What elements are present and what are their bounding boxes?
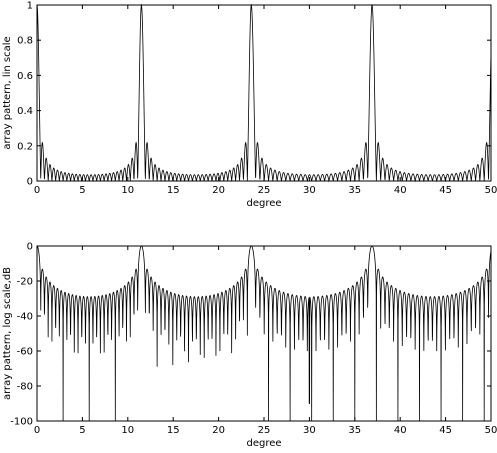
x-tick-label: 0 [34,185,40,196]
y-tick-label: -40 [17,312,33,323]
x-tick-label: 50 [485,185,497,196]
y-tick-label: 0.4 [17,106,33,117]
x-tick-label: 20 [212,425,225,436]
x-tick-label: 45 [439,425,452,436]
y-tick-label: 0 [27,177,33,188]
y-axis-label: array pattern, lin scale [2,36,13,149]
y-tick-label: 0.2 [17,141,33,152]
x-tick-label: 5 [79,185,85,196]
series-line [36,245,492,422]
x-tick-label: 35 [348,185,361,196]
x-tick-label: 50 [485,425,497,436]
series-line [36,3,492,183]
x-tick-label: 20 [212,185,225,196]
y-tick-label: -20 [17,277,33,288]
y-tick-label: -60 [17,347,33,358]
x-tick-label: 45 [439,185,452,196]
chart-2: 0 5 10 15 20 25 30 35 40 45 50 -100 -80 -60 -40 -20 0 deg… [2,242,497,450]
x-tick-label: 5 [79,425,85,436]
x-tick-label: 10 [121,185,134,196]
x-tick-label: 15 [167,185,180,196]
x-tick-label: 0 [34,425,40,436]
x-tick-label: 40 [394,185,407,196]
x-tick-label: 40 [394,425,407,436]
x-axis-label: degree [246,438,281,449]
y-axis-label: array pattern, log scale,dB [2,267,13,400]
x-tick-label: 15 [167,425,180,436]
x-axis-label: degree [246,198,281,209]
y-tick-label: -100 [10,417,33,428]
chart-1: 0 5 10 15 20 25 30 35 40 45 50 0 0.2 0.4 0.6 0.8 1 degree… [2,1,497,210]
y-tick-label: 1 [27,1,33,12]
x-tick-label: 35 [348,425,361,436]
x-tick-label: 25 [258,425,271,436]
y-tick-label: 0.6 [17,71,33,82]
x-tick-label: 30 [303,425,316,436]
x-tick-label: 10 [121,425,134,436]
y-tick-label: 0 [27,242,33,253]
x-tick-label: 30 [303,185,316,196]
y-tick-label: 0.8 [17,36,33,47]
x-tick-label: 25 [258,185,271,196]
y-tick-label: -80 [17,382,33,393]
plot-frame [36,4,492,182]
